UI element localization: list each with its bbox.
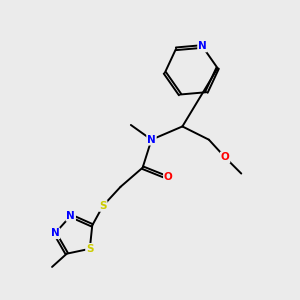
Text: N: N	[198, 41, 207, 52]
Text: S: S	[86, 244, 94, 254]
Text: O: O	[164, 172, 172, 182]
Text: N: N	[66, 211, 75, 221]
Text: S: S	[99, 201, 106, 211]
Text: N: N	[147, 135, 156, 145]
Text: O: O	[221, 152, 230, 162]
Text: N: N	[51, 228, 59, 238]
